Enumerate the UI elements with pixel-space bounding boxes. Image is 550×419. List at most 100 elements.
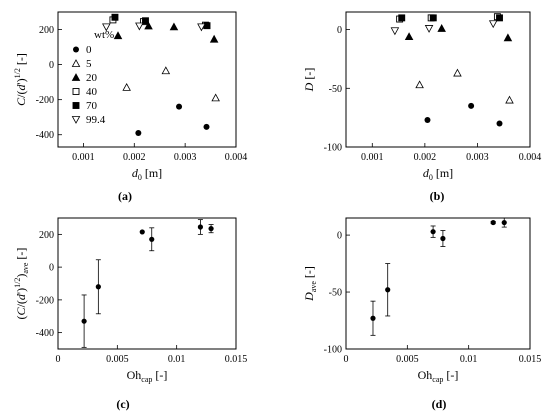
- y-axis-label: C/(d')1/2 [-]: [13, 53, 28, 106]
- x-tick-label: 0.005: [396, 354, 419, 365]
- data-point: [501, 219, 507, 226]
- data-point-wt-99.4: [102, 23, 111, 32]
- y-tick-label: -100: [324, 345, 342, 356]
- y-tick-label: -200: [36, 295, 54, 306]
- data-point-wt-70: [111, 13, 119, 21]
- data-point-wt-70: [398, 14, 406, 22]
- legend-marker-wt-99.4: [71, 116, 81, 124]
- legend-marker-wt-20: [71, 73, 81, 81]
- x-tick-label: 0.002: [123, 152, 146, 163]
- plot-frame: [57, 217, 237, 350]
- legend-marker-wt-5: [71, 59, 81, 67]
- y-tick-label: -100: [324, 143, 342, 154]
- data-point-wt-99.4: [197, 23, 206, 32]
- legend-marker-wt-70: [72, 102, 80, 109]
- y-tick-label: -50: [329, 84, 342, 95]
- y-tick-label: -400: [36, 328, 54, 339]
- panel-label: (c): [116, 397, 129, 411]
- legend-title: wt%: [94, 29, 114, 41]
- data-point-wt-99.4: [488, 20, 498, 29]
- data-point: [430, 229, 436, 235]
- x-axis-label: Ohcap [-]: [418, 368, 459, 384]
- legend-entry: 0: [86, 44, 92, 56]
- data-point-wt-99.4: [424, 25, 434, 33]
- plot-frame: [57, 11, 237, 148]
- y-tick-label: 0: [337, 231, 342, 242]
- x-tick-label: 0: [344, 354, 349, 365]
- y-tick-label: -50: [329, 288, 342, 299]
- y-tick-label: -400: [36, 130, 54, 141]
- x-tick-label: 0.015: [519, 354, 542, 365]
- x-tick-label: 0.015: [225, 354, 248, 365]
- data-point-wt-20: [209, 34, 219, 43]
- y-axis-label: (C/(d')1/2)ave [-]: [13, 248, 30, 320]
- data-point: [440, 235, 446, 242]
- x-tick-label: 0.001: [72, 152, 95, 163]
- data-point: [490, 219, 496, 226]
- data-point-wt-70: [496, 14, 503, 22]
- x-tick-label: 0.01: [168, 354, 186, 365]
- x-axis-label: Ohcap [-]: [127, 368, 168, 384]
- x-tick-label: 0.004: [225, 152, 248, 163]
- legend-marker-wt-0: [73, 46, 79, 53]
- y-axis-label: Dave [-]: [302, 266, 318, 302]
- data-point-wt-0: [424, 117, 431, 123]
- panel-label: (d): [432, 397, 447, 411]
- legend-marker-wt-40: [72, 88, 80, 95]
- data-point: [139, 229, 145, 235]
- data-point: [149, 236, 155, 242]
- y-tick-label: 200: [39, 25, 54, 36]
- y-tick-label: 200: [39, 230, 54, 241]
- x-tick-label: 0.005: [106, 354, 129, 365]
- legend-entry: 40: [86, 86, 98, 98]
- legend-entry: 20: [86, 72, 98, 84]
- panel-4: 0 0.005 0.01 0.015 -100 -50 0 Ohcap [-] Dave [-]…: [302, 217, 542, 411]
- x-tick-label: 0.003: [174, 152, 197, 163]
- y-tick-label: 0: [49, 60, 54, 71]
- legend: wt%0 5 20 40 70 99.4: [71, 29, 114, 126]
- data-point-wt-20: [404, 32, 414, 41]
- data-point: [81, 318, 87, 324]
- panel-label: (a): [118, 189, 132, 203]
- legend-entry: 5: [86, 58, 92, 70]
- data-point: [95, 284, 101, 290]
- data-point-wt-70: [429, 14, 437, 22]
- x-tick-label: 0.004: [519, 152, 542, 163]
- legend-entry: 99.4: [86, 114, 106, 126]
- data-point-wt-0: [468, 102, 475, 109]
- y-axis-label: D [-]: [302, 68, 316, 93]
- x-tick-label: 0.001: [361, 152, 384, 163]
- panel-2: 0.001 0.002 0.003 0.004 -100 -50 0 d0 [m] D [-] (…: [302, 11, 542, 203]
- x-tick-label: 0.003: [466, 152, 489, 163]
- data-point-wt-5: [161, 66, 171, 75]
- legend-entry: 70: [86, 100, 98, 112]
- data-point-wt-20: [503, 33, 513, 42]
- data-point-wt-20: [437, 23, 446, 32]
- data-point-wt-20: [113, 31, 123, 40]
- plot-frame: [345, 11, 531, 148]
- data-point-wt-20: [169, 22, 179, 31]
- y-tick-label: -200: [36, 95, 54, 106]
- data-point-wt-0: [496, 120, 503, 127]
- data-point-wt-0: [203, 123, 210, 130]
- data-point-wt-99.4: [390, 27, 400, 36]
- data-point-wt-5: [505, 95, 514, 104]
- data-point-wt-99.4: [135, 22, 144, 31]
- data-point-wt-5: [415, 80, 424, 89]
- data-point-wt-5: [122, 82, 131, 91]
- data-point: [385, 287, 391, 293]
- x-tick-label: 0: [56, 354, 61, 365]
- panel-3: 0 0.005 0.01 0.015 -400 -200 0 200 Ohcap [-] (C/(…: [13, 217, 248, 411]
- data-point-wt-5: [211, 93, 220, 102]
- x-axis-label: d0 [m]: [132, 166, 162, 182]
- data-point-wt-70: [142, 17, 149, 25]
- y-tick-label: 0: [337, 25, 342, 36]
- data-point: [208, 226, 214, 232]
- y-tick-label: 0: [49, 263, 54, 274]
- data-point-wt-20: [144, 21, 153, 30]
- panel-label: (b): [430, 189, 445, 203]
- data-point: [370, 315, 376, 321]
- plot-frame: [345, 217, 531, 350]
